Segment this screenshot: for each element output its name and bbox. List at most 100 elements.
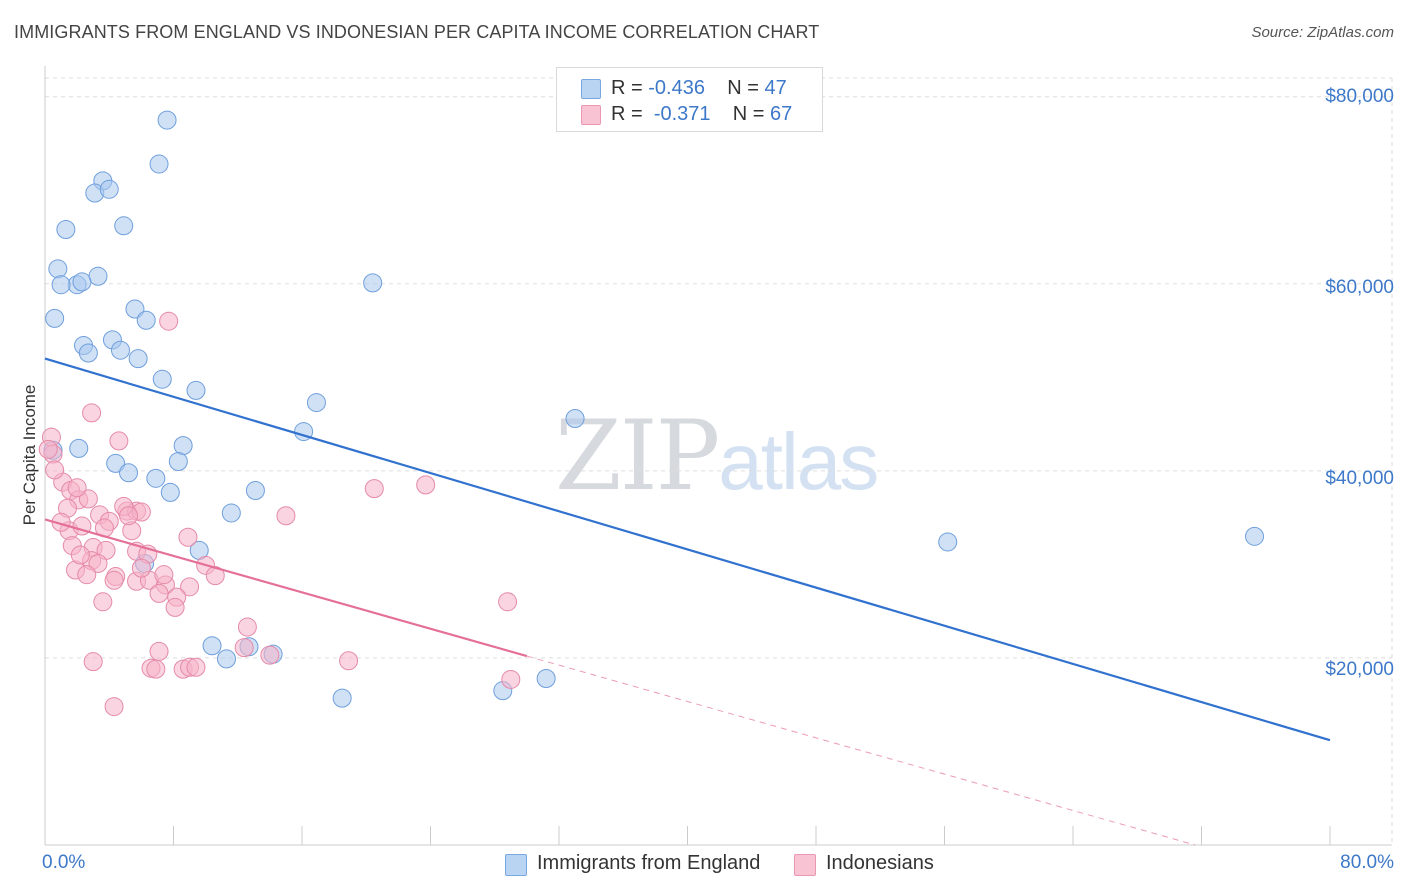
point-indonesians	[45, 460, 65, 480]
point-england	[565, 408, 585, 428]
point-indonesians	[154, 565, 174, 585]
point-indonesians	[83, 652, 103, 672]
point-indonesians	[88, 553, 108, 573]
point-indonesians	[159, 311, 179, 331]
legend-n-value-england: 47	[764, 77, 787, 99]
stats-legend: R = -0.436 N = 47 R = -0.371 N = 67	[556, 67, 823, 132]
point-england	[149, 154, 169, 174]
point-england	[125, 299, 145, 319]
point-england	[938, 532, 958, 552]
point-indonesians	[149, 641, 169, 661]
point-england	[106, 453, 126, 473]
point-england	[128, 349, 148, 369]
point-england	[146, 468, 166, 488]
point-england	[152, 369, 172, 389]
legend-n-label: N =	[732, 103, 765, 125]
y-tick-label-20000: $20,000	[1325, 659, 1394, 680]
point-indonesians	[38, 439, 58, 459]
point-england	[157, 110, 177, 130]
point-indonesians	[186, 657, 206, 677]
point-indonesians	[67, 478, 87, 498]
point-england	[1245, 526, 1265, 546]
legend-r-label: R =	[611, 103, 643, 125]
legend-swatch-blue	[581, 79, 601, 99]
point-indonesians	[364, 479, 384, 499]
point-indonesians	[276, 506, 296, 526]
point-england	[99, 179, 119, 199]
x-tick-label-min: 0.0%	[42, 852, 86, 873]
watermark-atlas: atlas	[718, 417, 879, 506]
x-tick-label-max: 80.0%	[1340, 852, 1394, 873]
point-indonesians	[149, 583, 169, 603]
axes	[44, 66, 1392, 846]
point-england	[48, 259, 68, 279]
point-england	[168, 452, 188, 471]
trendline-indonesians-extension	[526, 655, 1196, 846]
point-england	[245, 480, 265, 500]
y-axis-label: Per Capita Income	[20, 384, 39, 526]
point-indonesians	[78, 489, 98, 509]
legend-text-indonesians: R = -0.371 N = 67	[611, 103, 792, 126]
bottom-legend-label-england: Immigrants from England	[537, 852, 761, 874]
point-indonesians	[131, 558, 151, 578]
legend-text-england: R = -0.436 N = 47	[611, 77, 787, 100]
trendline-england	[44, 357, 1331, 742]
point-indonesians	[416, 475, 436, 495]
point-indonesians	[501, 669, 521, 689]
y-tick-label-60000: $60,000	[1325, 277, 1394, 298]
point-england	[306, 393, 326, 413]
point-england	[88, 266, 108, 286]
point-indonesians	[109, 431, 129, 451]
bottom-legend-swatch-pink	[794, 854, 816, 876]
point-indonesians	[119, 506, 139, 526]
bottom-legend-label-indonesians: Indonesians	[826, 852, 934, 874]
y-tick-label-80000: $80,000	[1325, 86, 1394, 107]
point-england	[363, 273, 383, 293]
point-england	[45, 308, 65, 328]
point-england	[202, 636, 222, 656]
point-indonesians	[146, 659, 166, 679]
point-indonesians	[498, 592, 518, 612]
point-indonesians	[104, 697, 124, 717]
point-england	[332, 688, 352, 708]
watermark: ZIPatlas	[555, 400, 879, 512]
y-tick-label-40000: $40,000	[1325, 468, 1394, 489]
series-indonesians-points	[38, 311, 521, 717]
point-england	[217, 649, 237, 669]
point-england	[221, 503, 241, 523]
point-england	[78, 343, 98, 363]
point-england	[51, 275, 71, 295]
point-england	[56, 220, 76, 240]
point-indonesians	[180, 577, 200, 597]
legend-r-value-indonesians: -0.371	[653, 103, 711, 125]
point-indonesians	[70, 545, 90, 565]
trendline-indonesians	[44, 518, 528, 658]
point-indonesians	[165, 597, 185, 617]
trend-lines	[44, 357, 1331, 846]
legend-r-label: R =	[611, 77, 643, 99]
point-england	[119, 463, 139, 483]
point-indonesians	[178, 527, 198, 547]
bottom-legend-swatch-blue	[505, 854, 527, 876]
legend-r-value-england: -0.436	[648, 77, 705, 99]
point-england	[173, 436, 193, 456]
point-indonesians	[234, 638, 254, 658]
point-england	[160, 482, 180, 502]
point-indonesians	[104, 570, 124, 590]
chart-title: IMMIGRANTS FROM ENGLAND VS INDONESIAN PE…	[14, 22, 820, 42]
point-england	[114, 216, 134, 236]
point-indonesians	[237, 617, 257, 637]
point-england	[72, 272, 92, 292]
point-england	[536, 669, 556, 689]
point-england	[186, 380, 206, 400]
legend-swatch-pink	[581, 105, 601, 125]
point-indonesians	[93, 592, 113, 612]
point-england	[110, 340, 130, 360]
point-indonesians	[77, 565, 97, 585]
point-indonesians	[260, 645, 280, 665]
source-label: Source: ZipAtlas.com	[1251, 24, 1394, 41]
legend-n-label: N =	[727, 77, 759, 99]
legend-n-value-indonesians: 67	[770, 103, 793, 125]
point-indonesians	[82, 403, 102, 423]
